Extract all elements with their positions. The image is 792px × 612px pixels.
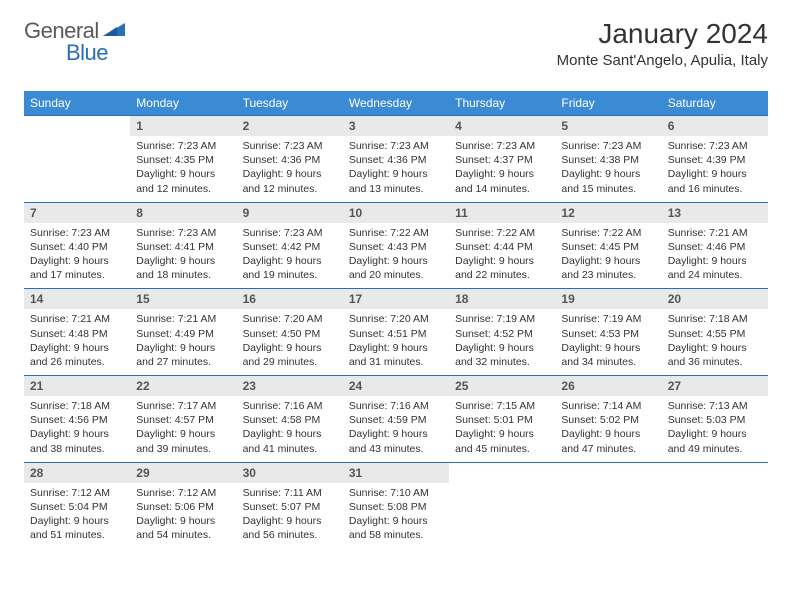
day-detail-cell: Sunrise: 7:15 AMSunset: 5:01 PMDaylight:…: [449, 396, 555, 462]
day-number-cell: 7: [24, 202, 130, 223]
week-daynum-row: 123456: [24, 116, 768, 137]
logo-text-blue-wrap: Blue: [66, 40, 108, 66]
day-number-cell: 8: [130, 202, 236, 223]
day-number-cell: 6: [662, 116, 768, 137]
week-detail-row: Sunrise: 7:12 AMSunset: 5:04 PMDaylight:…: [24, 483, 768, 549]
calendar-page: General January 2024 Monte Sant'Angelo, …: [0, 0, 792, 566]
day-detail-cell: Sunrise: 7:22 AMSunset: 4:45 PMDaylight:…: [555, 223, 661, 289]
day-number-cell: [24, 116, 130, 137]
week-detail-row: Sunrise: 7:23 AMSunset: 4:35 PMDaylight:…: [24, 136, 768, 202]
calendar-body: 123456Sunrise: 7:23 AMSunset: 4:35 PMDay…: [24, 116, 768, 549]
day-detail-cell: Sunrise: 7:19 AMSunset: 4:53 PMDaylight:…: [555, 309, 661, 375]
day-detail-cell: Sunrise: 7:11 AMSunset: 5:07 PMDaylight:…: [237, 483, 343, 549]
day-detail-cell: Sunrise: 7:18 AMSunset: 4:56 PMDaylight:…: [24, 396, 130, 462]
month-title: January 2024: [557, 18, 768, 50]
day-number-cell: 14: [24, 289, 130, 310]
day-detail-cell: [662, 483, 768, 549]
day-number-cell: 24: [343, 376, 449, 397]
day-detail-cell: Sunrise: 7:16 AMSunset: 4:58 PMDaylight:…: [237, 396, 343, 462]
day-detail-cell: Sunrise: 7:21 AMSunset: 4:46 PMDaylight:…: [662, 223, 768, 289]
day-detail-cell: [24, 136, 130, 202]
day-number-cell: 22: [130, 376, 236, 397]
day-detail-cell: Sunrise: 7:21 AMSunset: 4:48 PMDaylight:…: [24, 309, 130, 375]
day-detail-cell: Sunrise: 7:12 AMSunset: 5:04 PMDaylight:…: [24, 483, 130, 549]
day-number-cell: 10: [343, 202, 449, 223]
week-detail-row: Sunrise: 7:18 AMSunset: 4:56 PMDaylight:…: [24, 396, 768, 462]
day-header: Thursday: [449, 91, 555, 116]
day-number-cell: 4: [449, 116, 555, 137]
day-number-cell: 15: [130, 289, 236, 310]
day-detail-cell: Sunrise: 7:21 AMSunset: 4:49 PMDaylight:…: [130, 309, 236, 375]
week-detail-row: Sunrise: 7:23 AMSunset: 4:40 PMDaylight:…: [24, 223, 768, 289]
day-detail-cell: Sunrise: 7:10 AMSunset: 5:08 PMDaylight:…: [343, 483, 449, 549]
week-detail-row: Sunrise: 7:21 AMSunset: 4:48 PMDaylight:…: [24, 309, 768, 375]
day-detail-cell: Sunrise: 7:18 AMSunset: 4:55 PMDaylight:…: [662, 309, 768, 375]
day-number-cell: 11: [449, 202, 555, 223]
day-number-cell: [449, 462, 555, 483]
day-number-cell: 19: [555, 289, 661, 310]
day-number-cell: 27: [662, 376, 768, 397]
week-daynum-row: 14151617181920: [24, 289, 768, 310]
day-number-cell: 17: [343, 289, 449, 310]
day-number-cell: 30: [237, 462, 343, 483]
day-number-cell: 23: [237, 376, 343, 397]
calendar-header-row: Sunday Monday Tuesday Wednesday Thursday…: [24, 91, 768, 116]
day-detail-cell: Sunrise: 7:23 AMSunset: 4:39 PMDaylight:…: [662, 136, 768, 202]
day-header: Saturday: [662, 91, 768, 116]
day-number-cell: 1: [130, 116, 236, 137]
location-subtitle: Monte Sant'Angelo, Apulia, Italy: [557, 52, 768, 69]
day-header: Sunday: [24, 91, 130, 116]
day-number-cell: 20: [662, 289, 768, 310]
day-detail-cell: Sunrise: 7:20 AMSunset: 4:51 PMDaylight:…: [343, 309, 449, 375]
day-detail-cell: Sunrise: 7:23 AMSunset: 4:40 PMDaylight:…: [24, 223, 130, 289]
day-detail-cell: Sunrise: 7:20 AMSunset: 4:50 PMDaylight:…: [237, 309, 343, 375]
day-detail-cell: Sunrise: 7:17 AMSunset: 4:57 PMDaylight:…: [130, 396, 236, 462]
day-detail-cell: Sunrise: 7:23 AMSunset: 4:41 PMDaylight:…: [130, 223, 236, 289]
day-number-cell: 2: [237, 116, 343, 137]
week-daynum-row: 78910111213: [24, 202, 768, 223]
day-number-cell: [662, 462, 768, 483]
week-daynum-row: 28293031: [24, 462, 768, 483]
week-daynum-row: 21222324252627: [24, 376, 768, 397]
day-detail-cell: Sunrise: 7:23 AMSunset: 4:36 PMDaylight:…: [237, 136, 343, 202]
day-number-cell: 9: [237, 202, 343, 223]
day-header: Wednesday: [343, 91, 449, 116]
day-number-cell: 26: [555, 376, 661, 397]
day-number-cell: 29: [130, 462, 236, 483]
day-number-cell: 28: [24, 462, 130, 483]
day-number-cell: 16: [237, 289, 343, 310]
day-detail-cell: [555, 483, 661, 549]
day-detail-cell: [449, 483, 555, 549]
day-number-cell: 5: [555, 116, 661, 137]
logo-text-blue: Blue: [66, 40, 108, 65]
logo-triangle-icon: [103, 20, 125, 41]
day-header: Monday: [130, 91, 236, 116]
day-detail-cell: Sunrise: 7:23 AMSunset: 4:37 PMDaylight:…: [449, 136, 555, 202]
day-detail-cell: Sunrise: 7:22 AMSunset: 4:44 PMDaylight:…: [449, 223, 555, 289]
day-detail-cell: Sunrise: 7:13 AMSunset: 5:03 PMDaylight:…: [662, 396, 768, 462]
day-number-cell: 21: [24, 376, 130, 397]
title-block: January 2024 Monte Sant'Angelo, Apulia, …: [557, 18, 768, 69]
day-number-cell: 18: [449, 289, 555, 310]
day-detail-cell: Sunrise: 7:23 AMSunset: 4:35 PMDaylight:…: [130, 136, 236, 202]
day-number-cell: 3: [343, 116, 449, 137]
day-number-cell: 25: [449, 376, 555, 397]
day-detail-cell: Sunrise: 7:23 AMSunset: 4:38 PMDaylight:…: [555, 136, 661, 202]
day-detail-cell: Sunrise: 7:23 AMSunset: 4:36 PMDaylight:…: [343, 136, 449, 202]
day-detail-cell: Sunrise: 7:16 AMSunset: 4:59 PMDaylight:…: [343, 396, 449, 462]
day-header: Friday: [555, 91, 661, 116]
day-number-cell: 31: [343, 462, 449, 483]
day-detail-cell: Sunrise: 7:19 AMSunset: 4:52 PMDaylight:…: [449, 309, 555, 375]
day-number-cell: 12: [555, 202, 661, 223]
day-number-cell: [555, 462, 661, 483]
day-header: Tuesday: [237, 91, 343, 116]
day-detail-cell: Sunrise: 7:22 AMSunset: 4:43 PMDaylight:…: [343, 223, 449, 289]
day-detail-cell: Sunrise: 7:23 AMSunset: 4:42 PMDaylight:…: [237, 223, 343, 289]
calendar-table: Sunday Monday Tuesday Wednesday Thursday…: [24, 91, 768, 548]
day-number-cell: 13: [662, 202, 768, 223]
day-detail-cell: Sunrise: 7:12 AMSunset: 5:06 PMDaylight:…: [130, 483, 236, 549]
day-detail-cell: Sunrise: 7:14 AMSunset: 5:02 PMDaylight:…: [555, 396, 661, 462]
